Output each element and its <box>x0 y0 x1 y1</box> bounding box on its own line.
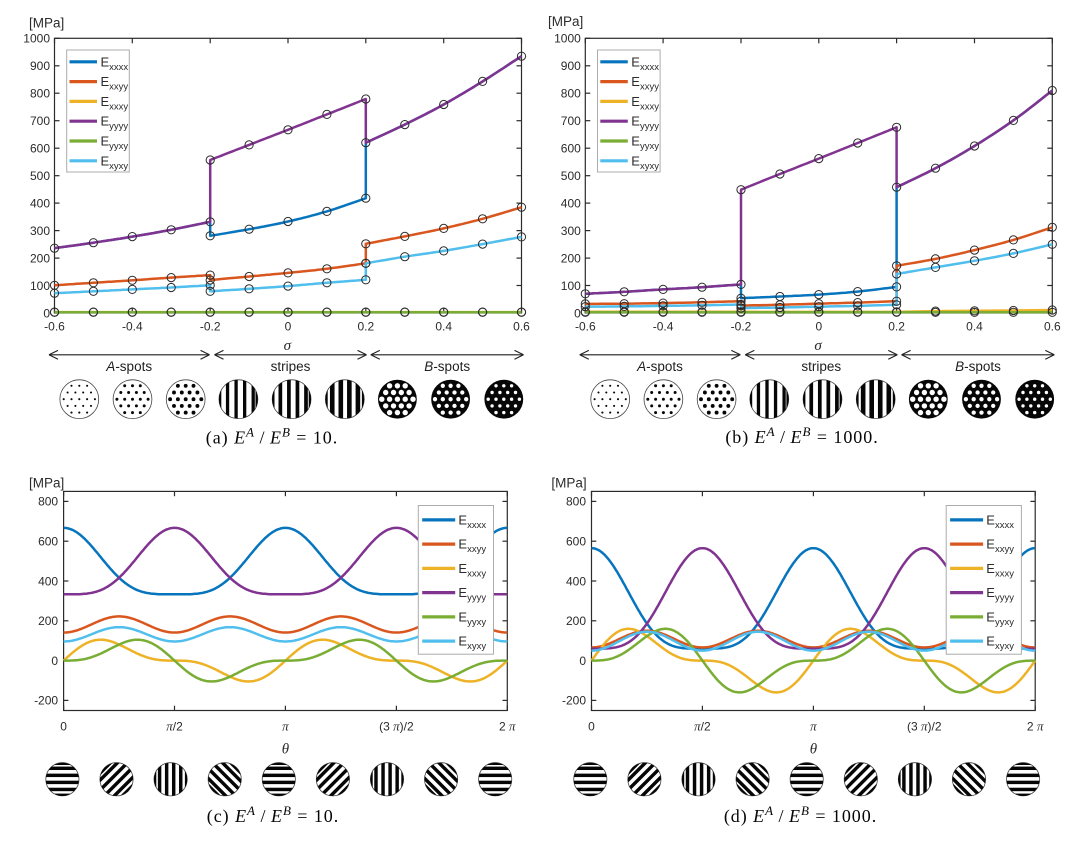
svg-text:θ: θ <box>810 742 818 758</box>
svg-text:300: 300 <box>30 224 50 238</box>
svg-text:(c) EA / EB = 10.: (c) EA / EB = 10. <box>207 803 339 827</box>
svg-text:900: 900 <box>561 59 581 73</box>
svg-text:800: 800 <box>566 495 586 509</box>
svg-text:0: 0 <box>43 306 50 320</box>
svg-text:(3 π)/2: (3 π)/2 <box>379 719 414 734</box>
svg-text:0.2: 0.2 <box>357 320 374 334</box>
svg-text:200: 200 <box>566 614 586 628</box>
svg-text:1000: 1000 <box>554 32 581 46</box>
svg-text:0: 0 <box>588 720 595 734</box>
svg-text:-0.2: -0.2 <box>200 320 221 334</box>
svg-text:0.2: 0.2 <box>888 320 905 334</box>
svg-text:400: 400 <box>561 196 581 210</box>
svg-text:π: π <box>810 719 817 734</box>
svg-text:100: 100 <box>561 279 581 293</box>
svg-text:0: 0 <box>285 320 292 334</box>
svg-text:300: 300 <box>561 224 581 238</box>
svg-text:[MPa]: [MPa] <box>548 14 583 29</box>
svg-text:500: 500 <box>561 169 581 183</box>
svg-text:200: 200 <box>561 251 581 265</box>
svg-text:-0.4: -0.4 <box>653 320 674 334</box>
svg-text:700: 700 <box>561 114 581 128</box>
svg-text:-0.6: -0.6 <box>44 320 65 334</box>
svg-text:600: 600 <box>30 142 50 156</box>
svg-text:θ: θ <box>282 742 290 758</box>
svg-text:100: 100 <box>30 279 50 293</box>
svg-text:B-spots: B-spots <box>955 359 1001 374</box>
svg-text:π/2: π/2 <box>166 719 183 734</box>
svg-text:(3 π)/2: (3 π)/2 <box>907 719 942 734</box>
svg-text:(a) EA / EB = 10.: (a) EA / EB = 10. <box>206 425 338 449</box>
svg-text:600: 600 <box>561 142 581 156</box>
svg-text:0.4: 0.4 <box>966 320 983 334</box>
svg-text:0.4: 0.4 <box>435 320 452 334</box>
svg-text:800: 800 <box>561 87 581 101</box>
svg-text:0: 0 <box>815 320 822 334</box>
svg-text:500: 500 <box>30 169 50 183</box>
svg-text:400: 400 <box>30 196 50 210</box>
svg-text:600: 600 <box>38 535 58 549</box>
svg-text:900: 900 <box>30 59 50 73</box>
svg-text:0: 0 <box>51 654 58 668</box>
svg-text:800: 800 <box>30 87 50 101</box>
svg-text:-0.2: -0.2 <box>731 320 752 334</box>
svg-text:π/2: π/2 <box>694 719 711 734</box>
svg-text:stripes: stripes <box>801 359 841 374</box>
svg-text:[MPa]: [MPa] <box>29 475 64 490</box>
svg-text:(b) EA / EB = 1000.: (b) EA / EB = 1000. <box>725 424 878 448</box>
svg-text:stripes: stripes <box>271 359 311 374</box>
svg-text:400: 400 <box>38 574 58 588</box>
svg-text:0: 0 <box>60 720 67 734</box>
svg-text:0.6: 0.6 <box>513 320 530 334</box>
svg-text:(d) EA / EB = 1000.: (d) EA / EB = 1000. <box>724 803 877 827</box>
svg-text:A-spots: A-spots <box>105 359 152 374</box>
svg-text:200: 200 <box>38 614 58 628</box>
svg-text:2 π: 2 π <box>499 719 516 734</box>
svg-text:-200: -200 <box>34 694 58 708</box>
svg-text:0: 0 <box>574 306 581 320</box>
svg-text:B-spots: B-spots <box>424 359 470 374</box>
svg-text:600: 600 <box>566 535 586 549</box>
svg-text:σ: σ <box>284 338 292 354</box>
svg-text:σ: σ <box>814 338 822 354</box>
svg-text:π: π <box>282 719 289 734</box>
svg-text:0.6: 0.6 <box>1044 320 1061 334</box>
svg-text:-0.4: -0.4 <box>122 320 143 334</box>
svg-text:-0.6: -0.6 <box>575 320 596 334</box>
svg-text:2 π: 2 π <box>1027 719 1044 734</box>
svg-text:400: 400 <box>566 574 586 588</box>
svg-text:-200: -200 <box>562 694 586 708</box>
svg-text:0: 0 <box>579 654 586 668</box>
svg-text:800: 800 <box>38 495 58 509</box>
svg-text:[MPa]: [MPa] <box>551 475 586 490</box>
svg-text:200: 200 <box>30 251 50 265</box>
svg-text:[MPa]: [MPa] <box>29 16 64 31</box>
svg-text:A-spots: A-spots <box>636 359 683 374</box>
svg-text:1000: 1000 <box>23 32 50 46</box>
svg-text:700: 700 <box>30 114 50 128</box>
